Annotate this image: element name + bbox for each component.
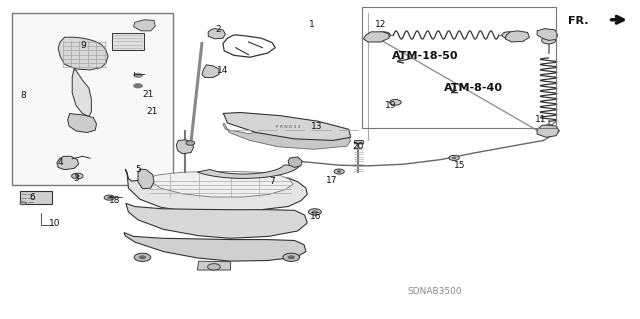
Text: 2: 2: [215, 25, 221, 34]
Text: 21: 21: [147, 108, 157, 116]
Polygon shape: [124, 233, 306, 261]
Bar: [12, 13, 173, 185]
Circle shape: [288, 256, 294, 259]
Circle shape: [449, 155, 460, 160]
Circle shape: [334, 169, 344, 174]
Polygon shape: [364, 32, 389, 42]
Text: 17: 17: [326, 176, 337, 185]
Circle shape: [543, 125, 554, 130]
Circle shape: [308, 209, 321, 215]
Text: 6: 6: [29, 193, 35, 202]
Polygon shape: [143, 172, 293, 197]
Polygon shape: [202, 65, 219, 78]
Text: 20: 20: [353, 142, 364, 151]
Polygon shape: [505, 31, 529, 42]
Text: 7: 7: [269, 177, 275, 186]
Text: 10: 10: [49, 219, 61, 227]
Polygon shape: [125, 169, 307, 213]
Circle shape: [312, 211, 317, 213]
Text: 11: 11: [534, 115, 546, 124]
Polygon shape: [134, 20, 156, 31]
Polygon shape: [537, 125, 559, 137]
Circle shape: [186, 141, 195, 145]
Circle shape: [104, 195, 115, 200]
Text: P R N D 3 2: P R N D 3 2: [276, 125, 300, 129]
Circle shape: [134, 84, 143, 88]
Bar: [113, 33, 145, 50]
Circle shape: [541, 37, 556, 44]
Text: 8: 8: [20, 92, 26, 100]
Text: 3: 3: [73, 174, 79, 183]
Text: 19: 19: [385, 101, 396, 110]
Polygon shape: [68, 114, 97, 132]
Text: SDNAB3500: SDNAB3500: [408, 287, 462, 296]
Polygon shape: [537, 29, 557, 41]
Text: 12: 12: [375, 20, 387, 29]
Text: 14: 14: [217, 66, 228, 75]
Polygon shape: [197, 165, 300, 178]
Text: 16: 16: [310, 212, 321, 221]
Circle shape: [20, 202, 26, 205]
Polygon shape: [223, 113, 351, 140]
Polygon shape: [138, 169, 154, 189]
Text: 21: 21: [142, 90, 153, 99]
Text: 9: 9: [81, 41, 86, 50]
Text: 15: 15: [454, 161, 465, 170]
Circle shape: [390, 100, 401, 105]
Circle shape: [283, 253, 300, 262]
Circle shape: [452, 157, 456, 159]
Circle shape: [134, 73, 143, 78]
Polygon shape: [72, 69, 92, 117]
Polygon shape: [288, 157, 302, 167]
Circle shape: [207, 264, 220, 270]
Text: 1: 1: [309, 20, 315, 29]
Text: 5: 5: [135, 165, 141, 174]
Bar: [362, 7, 556, 128]
Text: ATM-18-50: ATM-18-50: [392, 51, 459, 61]
Polygon shape: [58, 37, 108, 70]
Text: 4: 4: [57, 158, 63, 167]
Polygon shape: [126, 203, 307, 238]
Text: ATM-8-40: ATM-8-40: [444, 83, 503, 93]
Polygon shape: [208, 29, 225, 39]
Circle shape: [140, 256, 146, 259]
Circle shape: [72, 173, 83, 179]
Circle shape: [502, 32, 515, 38]
Text: 18: 18: [109, 196, 120, 205]
Circle shape: [134, 253, 151, 262]
Polygon shape: [176, 140, 193, 154]
Bar: [20, 191, 52, 204]
Text: 13: 13: [311, 122, 323, 131]
Circle shape: [108, 197, 111, 198]
Polygon shape: [223, 123, 351, 149]
Circle shape: [378, 32, 390, 38]
Polygon shape: [197, 261, 230, 270]
Bar: [354, 140, 363, 143]
Circle shape: [337, 171, 341, 173]
Polygon shape: [57, 156, 79, 170]
Text: FR.: FR.: [568, 16, 588, 26]
Circle shape: [76, 175, 79, 177]
